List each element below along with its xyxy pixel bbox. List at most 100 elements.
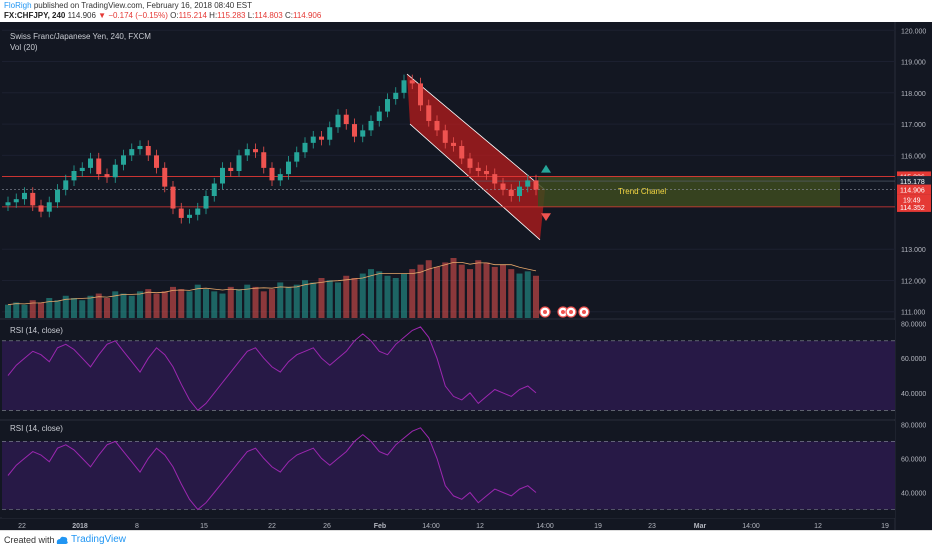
economic-event-dot — [582, 310, 586, 314]
footer: Created with TradingView — [0, 530, 932, 551]
candle-body — [63, 180, 69, 190]
volume-bar — [46, 298, 53, 318]
candle-body — [525, 180, 531, 187]
candle-body — [88, 158, 93, 168]
candle-body — [302, 142, 308, 153]
volume-bar — [269, 289, 275, 318]
author-link[interactable]: FloRigh — [4, 1, 32, 10]
volume-bar — [458, 264, 465, 318]
candle-body — [253, 149, 258, 153]
volume-bar — [186, 291, 193, 318]
volume-bar — [211, 291, 218, 318]
x-tick-label: Feb — [374, 523, 386, 530]
candle-body — [195, 208, 201, 215]
open-value: 115.214 — [178, 11, 207, 20]
volume-bar — [54, 300, 61, 318]
chart-header: FloRigh published on TradingView.com, Fe… — [0, 0, 932, 22]
candle-body — [71, 171, 77, 181]
volume-bar — [285, 286, 292, 318]
rsi-legend-1[interactable]: RSI (14, close) — [10, 326, 63, 335]
candle-body — [277, 174, 283, 181]
x-tick-label: 8 — [135, 523, 139, 530]
candle-body — [79, 167, 85, 171]
volume-bar — [450, 258, 457, 318]
volume-bar — [145, 289, 152, 318]
volume-bar — [178, 289, 185, 318]
candle-body — [187, 214, 192, 218]
chart-area[interactable]: 120.000 119.000 118.000 117.000 116.000 113.0… — [0, 22, 932, 530]
volume-bar — [343, 275, 350, 318]
tradingview-brand[interactable]: TradingView — [71, 534, 127, 545]
price-label-box — [897, 184, 931, 195]
economic-event-dot — [561, 310, 565, 314]
candle-body — [319, 136, 324, 140]
candle-body — [55, 189, 60, 203]
volume-bar — [368, 269, 374, 318]
volume-bar — [219, 293, 226, 318]
volume-bar — [194, 284, 201, 318]
volume-bar — [38, 302, 44, 318]
y-tick-label: 112.000 — [901, 278, 926, 285]
x-tick-label: 14:00 — [536, 523, 554, 530]
candle-body — [261, 152, 267, 168]
x-tick-label: 23 — [648, 523, 656, 530]
volume-bar — [491, 266, 498, 318]
rsi-line-1 — [7, 326, 537, 412]
candle-body — [426, 105, 432, 121]
candle-body — [492, 174, 498, 184]
open-label: O: — [170, 11, 179, 20]
volume-bar — [227, 286, 234, 318]
volume-bar — [236, 289, 242, 318]
x-tick-label: 14:00 — [422, 523, 440, 530]
up-arrow-icon — [541, 164, 551, 173]
chart-canvas[interactable]: 120.000 119.000 118.000 117.000 116.000 113.0… — [0, 22, 932, 530]
close-label: C: — [284, 11, 293, 20]
candle-body — [22, 192, 27, 200]
candle-body — [294, 152, 300, 162]
candle-body — [368, 120, 374, 131]
candle-body — [13, 199, 19, 203]
volume-legend[interactable]: Vol (20) — [10, 43, 38, 52]
volume-bar — [384, 275, 391, 318]
candle-body — [30, 192, 36, 206]
volume-bar — [417, 264, 424, 318]
candle-body — [409, 80, 415, 84]
candle-body — [220, 167, 225, 184]
volume-bar — [29, 300, 36, 318]
price-label: 114.352 — [900, 205, 925, 212]
price-change: −0.174 (−0.15%) — [108, 11, 168, 20]
channel-lower-line — [409, 123, 541, 241]
rsi-band — [2, 340, 895, 411]
volume-bar — [442, 262, 449, 318]
y-tick-label: 117.000 — [901, 122, 926, 129]
countdown-box — [897, 194, 931, 205]
candle-body — [376, 111, 382, 121]
volume-bar — [13, 302, 20, 318]
volume-bar — [137, 291, 143, 318]
y-tick-label: 113.000 — [901, 247, 926, 254]
ohlc-line: FX:CHFJPY, 240 114.906 ▼ −0.174 (−0.15%)… — [4, 11, 321, 20]
y-tick-label: 119.000 — [901, 60, 926, 67]
candle-body — [393, 92, 399, 100]
candle-body — [442, 130, 448, 143]
volume-bar — [203, 289, 209, 318]
down-arrow-icon — [541, 213, 551, 222]
rsi-tick-label: 40.0000 — [901, 490, 926, 497]
candle-body — [434, 120, 440, 131]
x-tick-label: 26 — [323, 523, 331, 530]
candle-body — [335, 114, 341, 128]
candle-body — [360, 130, 366, 137]
candle-body — [137, 145, 143, 150]
trend-channel — [407, 74, 545, 240]
candle-body — [459, 145, 465, 159]
volume-bar — [467, 269, 473, 318]
channel-upper-line — [406, 73, 546, 191]
rsi-legend-2[interactable]: RSI (14, close) — [10, 424, 63, 433]
volume-bar — [409, 269, 416, 318]
candle-body — [467, 158, 473, 168]
candle-body — [154, 155, 159, 168]
candle-body — [286, 161, 291, 175]
candle-body — [170, 186, 176, 209]
trend-channel-label[interactable]: Trend Chanel — [618, 187, 667, 196]
volume-bar — [516, 273, 523, 318]
